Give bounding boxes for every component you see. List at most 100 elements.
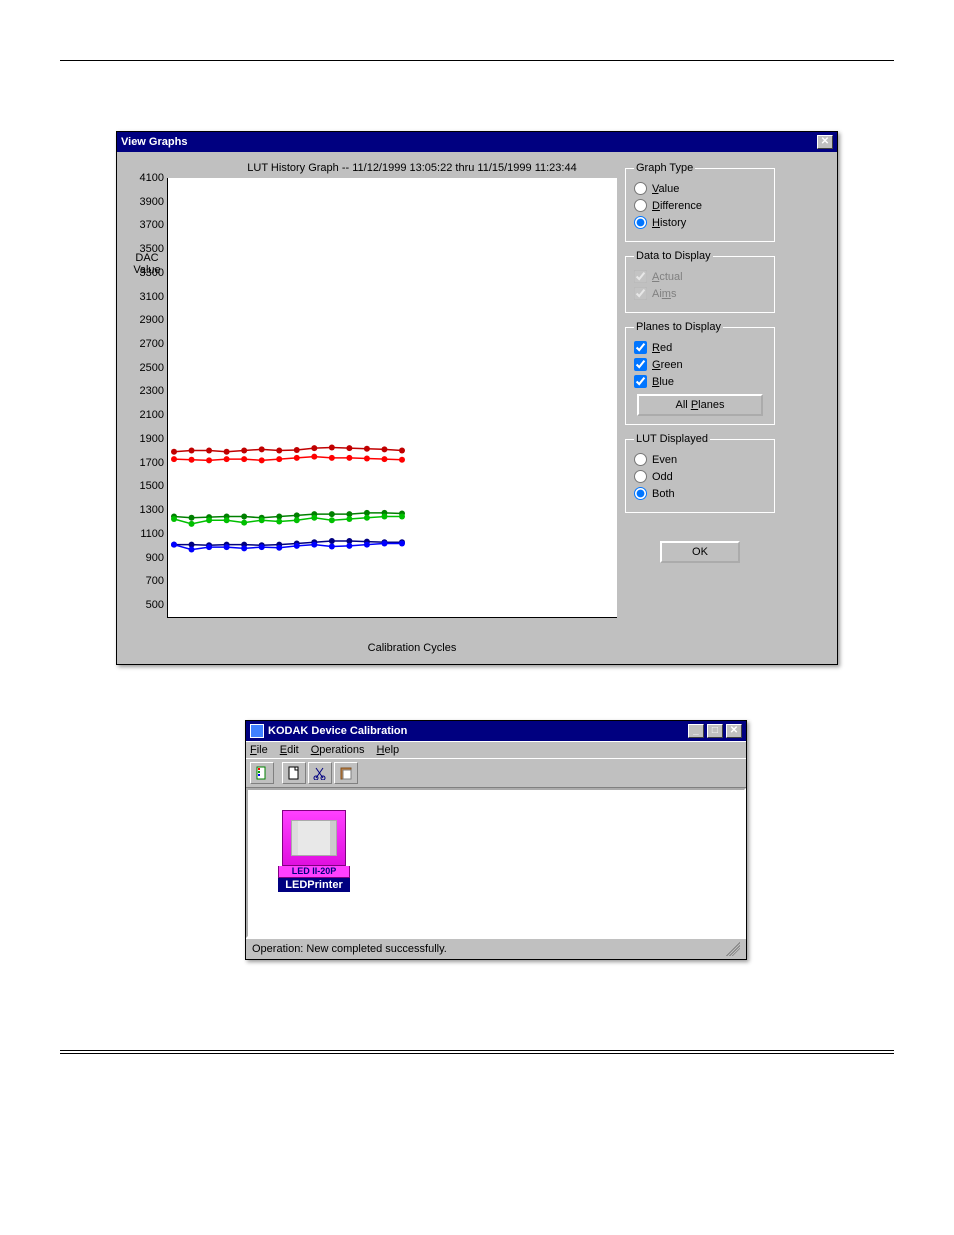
status-text: Operation: New completed successfully. bbox=[252, 943, 447, 955]
graph-type-value[interactable]: Value bbox=[634, 182, 766, 195]
y-tick-label: 1900 bbox=[124, 433, 164, 445]
label: History bbox=[652, 217, 686, 229]
marker bbox=[276, 456, 282, 462]
marker bbox=[311, 515, 317, 521]
data-to-display-group: Data to Display ActualAims bbox=[625, 250, 775, 313]
label: Even bbox=[652, 454, 677, 466]
marker bbox=[241, 456, 247, 462]
menu-help[interactable]: Help bbox=[377, 744, 400, 756]
marker bbox=[276, 448, 282, 454]
planes-green[interactable]: Green bbox=[634, 358, 766, 371]
marker bbox=[364, 542, 370, 548]
checkbox-green[interactable] bbox=[634, 358, 647, 371]
marker bbox=[364, 456, 370, 462]
toolbar-paste-button[interactable] bbox=[334, 762, 358, 784]
chart-title: LUT History Graph -- 11/12/1999 13:05:22… bbox=[247, 162, 576, 174]
marker bbox=[381, 446, 387, 452]
menubar: File Edit Operations Help bbox=[246, 741, 746, 758]
minimize-button[interactable]: _ bbox=[688, 724, 704, 738]
new-file-icon bbox=[287, 766, 301, 780]
view-graphs-window: View Graphs ✕ DACValue LUT History Graph… bbox=[116, 131, 838, 665]
menu-edit[interactable]: Edit bbox=[280, 744, 299, 756]
label: Both bbox=[652, 488, 675, 500]
y-tick-label: 4100 bbox=[124, 172, 164, 184]
marker bbox=[346, 543, 352, 549]
marker bbox=[241, 545, 247, 551]
toolbar-cut-button[interactable] bbox=[308, 762, 332, 784]
close-button[interactable]: ✕ bbox=[817, 135, 833, 149]
lut-legend: LUT Displayed bbox=[634, 433, 710, 445]
calibrate-icon bbox=[255, 766, 269, 780]
ok-button[interactable]: OK bbox=[660, 541, 740, 563]
y-tick-label: 2700 bbox=[124, 338, 164, 350]
statusbar: Operation: New completed successfully. bbox=[246, 938, 746, 959]
marker bbox=[329, 538, 335, 544]
device-name: LEDPrinter bbox=[278, 878, 350, 892]
resize-grip[interactable] bbox=[726, 942, 740, 956]
lut-even[interactable]: Even bbox=[634, 453, 766, 466]
y-tick-label: 2900 bbox=[124, 314, 164, 326]
planes-red[interactable]: Red bbox=[634, 341, 766, 354]
marker bbox=[224, 544, 230, 550]
label: Aims bbox=[652, 288, 676, 300]
marker bbox=[241, 514, 247, 520]
device-calibration-window: KODAK Device Calibration _ □ ✕ File Edit O… bbox=[245, 720, 747, 960]
radio-difference[interactable] bbox=[634, 199, 647, 212]
marker bbox=[294, 447, 300, 453]
marker bbox=[381, 540, 387, 546]
marker bbox=[241, 520, 247, 526]
device-model: LED II-20P bbox=[278, 866, 350, 878]
toolbar-calibrate-button[interactable] bbox=[250, 762, 274, 784]
marker bbox=[224, 456, 230, 462]
planes-to-display-group: Planes to Display RedGreenBlue All Plane… bbox=[625, 321, 775, 425]
titlebar[interactable]: View Graphs ✕ bbox=[117, 132, 837, 152]
label: Blue bbox=[652, 376, 674, 388]
marker bbox=[206, 544, 212, 550]
checkbox-red[interactable] bbox=[634, 341, 647, 354]
marker bbox=[311, 445, 317, 451]
page-bottom-rule bbox=[60, 1050, 894, 1054]
menu-file[interactable]: File bbox=[250, 744, 268, 756]
chart-plot-area: 4100390037003500330031002900270025002300… bbox=[167, 178, 617, 618]
radio-odd[interactable] bbox=[634, 470, 647, 483]
marker bbox=[224, 517, 230, 523]
checkbox-aims bbox=[634, 287, 647, 300]
marker bbox=[294, 455, 300, 461]
titlebar[interactable]: KODAK Device Calibration _ □ ✕ bbox=[246, 721, 746, 741]
device-icon[interactable]: LED II-20P LEDPrinter bbox=[278, 810, 350, 892]
marker bbox=[346, 516, 352, 522]
marker bbox=[329, 445, 335, 451]
y-tick-label: 3100 bbox=[124, 291, 164, 303]
toolbar-new-button[interactable] bbox=[282, 762, 306, 784]
marker bbox=[259, 544, 265, 550]
checkbox-blue[interactable] bbox=[634, 375, 647, 388]
radio-even[interactable] bbox=[634, 453, 647, 466]
marker bbox=[399, 448, 405, 454]
graph-type-group: Graph Type Value Difference History bbox=[625, 162, 775, 242]
maximize-button[interactable]: □ bbox=[707, 724, 723, 738]
radio-value[interactable] bbox=[634, 182, 647, 195]
planes-blue[interactable]: Blue bbox=[634, 375, 766, 388]
radio-both[interactable] bbox=[634, 487, 647, 500]
marker bbox=[399, 540, 405, 546]
lut-both[interactable]: Both bbox=[634, 487, 766, 500]
marker bbox=[189, 457, 195, 463]
menu-operations[interactable]: Operations bbox=[311, 744, 365, 756]
label: Actual bbox=[652, 271, 683, 283]
graph-type-history[interactable]: History bbox=[634, 216, 766, 229]
graph-type-legend: Graph Type bbox=[634, 162, 695, 174]
marker bbox=[171, 456, 177, 462]
marker bbox=[294, 517, 300, 523]
page-top-rule bbox=[60, 60, 894, 61]
all-planes-button[interactable]: All Planes bbox=[637, 394, 762, 416]
right-panel: Graph Type ValueDifferenceHistory Data t… bbox=[625, 162, 775, 654]
graph-type-difference[interactable]: Difference bbox=[634, 199, 766, 212]
radio-history[interactable] bbox=[634, 216, 647, 229]
marker bbox=[329, 455, 335, 461]
marker bbox=[259, 457, 265, 463]
y-tick-label: 1300 bbox=[124, 504, 164, 516]
marker bbox=[329, 511, 335, 517]
close-button[interactable]: ✕ bbox=[726, 724, 742, 738]
label: Value bbox=[652, 183, 679, 195]
lut-odd[interactable]: Odd bbox=[634, 470, 766, 483]
